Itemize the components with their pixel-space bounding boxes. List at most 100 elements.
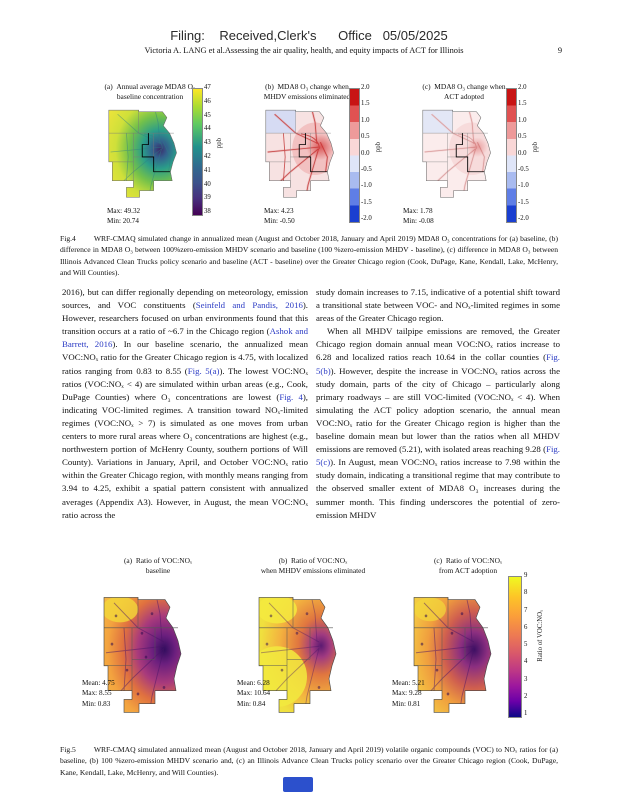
- colorbar-tick: 7: [524, 606, 528, 614]
- fig4-colorbar-bwr-b: [349, 88, 360, 223]
- body-text: ). The lowest VOC:NOₓ ratios (VOC:NOₓ < …: [62, 365, 309, 402]
- fig4-stats-b: Max: 4.23 Min: -0.50: [264, 206, 295, 227]
- colorbar-tick: 43: [204, 139, 211, 147]
- colorbar-tick: -1.0: [518, 182, 529, 190]
- body-text: When all MHDV tailpipe emissions are rem…: [316, 326, 560, 363]
- fig5-map-mhdv-eliminated: [249, 592, 349, 720]
- panel-label: (c): [433, 556, 443, 565]
- colorbar-tick: 47: [204, 84, 211, 91]
- colorbar-tick: 1.0: [518, 116, 527, 124]
- fig4-panel-b: (b) MDA8 O₃ change when MHDV emissions e…: [232, 82, 382, 230]
- fig5-panel-a: (a) Ratio of VOC:NOₓ baseline: [78, 556, 238, 736]
- stat-max: Max: 1.78: [403, 207, 433, 215]
- panel-title-line2: from ACT adoption: [438, 565, 498, 575]
- colorbar-tick: 1: [524, 710, 528, 718]
- footer-blue-stamp: [283, 777, 313, 792]
- panel-title-line2: when MHDV emissions eliminated: [260, 565, 366, 575]
- body-text: ). In our baseline scenario, the annuali…: [62, 339, 308, 376]
- fig5-caption-label: Fig.5: [60, 745, 76, 754]
- colorbar-tick: 0.0: [361, 149, 370, 157]
- citation-link[interactable]: Seinfeld and Pandis, 2016: [195, 300, 303, 311]
- fig5-colorbar-plasma: [508, 576, 522, 718]
- fig4-colorbar-ticks-c: 2.0 1.5 1.0 0.5 0.0 -0.5 -1.0 -1.5 -2.0: [518, 84, 529, 223]
- body-text: 2016), but can differ regionally dependi…: [62, 287, 308, 311]
- stat-max: Max: 49.32: [107, 207, 141, 215]
- fig4-colorbar-bwr-c: [506, 88, 517, 223]
- fig5-panel-b-title: (b) Ratio of VOC:NOₓ when MHDV emissions…: [233, 556, 393, 575]
- stat-min: Min: -0.50: [264, 217, 295, 226]
- colorbar-tick: 2: [524, 692, 528, 700]
- panel-title-line1: Ratio of VOC:NOₓ: [135, 556, 193, 565]
- colorbar-tick: 1.5: [518, 100, 527, 108]
- colorbar-tick: 6: [524, 623, 528, 631]
- panel-label: (b): [278, 556, 288, 565]
- stat-min: Min: 0.83: [82, 699, 111, 708]
- colorbar-tick: -1.5: [518, 198, 529, 206]
- colorbar-tick: 46: [204, 97, 211, 105]
- fig5-stats-b: Mean: 6.28 Max: 10.64 Min: 0.84: [237, 678, 270, 709]
- body-text: ), indicating VOC-limited regimes. A tra…: [62, 391, 308, 520]
- body-text: study domain increases to 7.15, indicati…: [316, 287, 560, 324]
- fig4-panel-c-title: (c) MDA8 O₃ change when ACT adopted: [389, 82, 539, 101]
- panel-label: (b): [265, 82, 274, 91]
- colorbar-tick: 38: [204, 208, 211, 216]
- colorbar-tick: -1.5: [361, 198, 372, 206]
- panel-title-line1: Ratio of VOC:NOₓ: [445, 556, 503, 565]
- panel-title-line1: Annual average MDA8 O₃: [116, 82, 196, 91]
- panel-title-line2: ACT adopted: [444, 91, 484, 101]
- map-voc-nox-baseline: [103, 597, 182, 713]
- colorbar-tick: -0.5: [361, 165, 372, 173]
- panel-title-line1: MDA8 O₃ change when: [277, 82, 349, 91]
- panel-label: (a): [104, 82, 113, 91]
- fig4-caption: Fig.4 WRF-CMAQ simulated change in annual…: [60, 233, 558, 279]
- fig4-caption-text: WRF-CMAQ simulated change in annualized …: [60, 234, 558, 278]
- fig5-panel-c-title: (c) Ratio of VOC:NOₓ from ACT adoption: [388, 556, 548, 575]
- panel-label: (c): [422, 82, 431, 91]
- panel-title-line1: Ratio of VOC:NOₓ: [291, 556, 348, 565]
- colorbar-tick: 9: [524, 572, 528, 579]
- colorbar-tick: 39: [204, 194, 211, 202]
- map-ozone-change-mhdv: [265, 109, 334, 198]
- figure-ref-link[interactable]: Fig. 4: [279, 391, 303, 402]
- fig4-colorbar-unit-c: ppb: [532, 142, 539, 153]
- colorbar-tick: 44: [204, 125, 211, 133]
- colorbar-tick: 3: [524, 675, 528, 683]
- colorbar-tick: 0.5: [518, 133, 527, 141]
- body-left-column: 2016), but can differ regionally dependi…: [62, 286, 308, 522]
- stat-max: Max: 4.23: [264, 207, 294, 215]
- citation-link[interactable]: Ashok and Barrett, 2016: [62, 326, 308, 350]
- stat-max: Max: 9.28: [392, 689, 422, 698]
- figure-ref-link[interactable]: Fig. 5(b): [316, 352, 560, 376]
- fig4-stats-a: Max: 49.32 Min: 20.74: [107, 206, 140, 227]
- fig5-stats-c: Mean: 5.21 Max: 9.28 Min: 0.81: [392, 678, 425, 709]
- colorbar-tick: 40: [204, 180, 211, 188]
- stat-min: Min: -0.08: [403, 217, 434, 226]
- stat-mean: Mean: 5.21: [392, 679, 425, 687]
- colorbar-tick: 45: [204, 111, 211, 119]
- fig4-map-mhdv-eliminated: [257, 106, 345, 203]
- fig5-map-act-adoption: [404, 592, 504, 720]
- fig4-colorbar-unit-b: ppb: [375, 142, 382, 153]
- panel-title-line2: baseline concentration: [116, 91, 184, 101]
- fig4-panel-c: (c) MDA8 O₃ change when ACT adopted: [389, 82, 539, 230]
- fig4-panel-a-title: (a) Annual average MDA8 O₃ baseline conc…: [75, 82, 225, 101]
- body-right-column: study domain increases to 7.15, indicati…: [316, 286, 560, 522]
- running-head-title: Victoria A. LANG et al.Assessing the air…: [144, 46, 464, 55]
- fig5-panel-a-title: (a) Ratio of VOC:NOₓ baseline: [78, 556, 238, 575]
- paragraph: 2016), but can differ regionally dependi…: [62, 286, 308, 522]
- figure-ref-link[interactable]: Fig. 5(c): [316, 444, 560, 468]
- fig4-map-act-adopted: [414, 106, 502, 203]
- fig5-caption-text: WRF-CMAQ simulated annualized mean (Augu…: [60, 745, 558, 777]
- fig5-panel-b: (b) Ratio of VOC:NOₓ when MHDV emissions…: [233, 556, 393, 736]
- fig4-panel-b-title: (b) MDA8 O₃ change when MHDV emissions e…: [232, 82, 382, 101]
- fig5-map-baseline: [94, 592, 194, 720]
- colorbar-tick: 1.5: [361, 100, 370, 108]
- fig4-colorbar-ticks-b: 2.0 1.5 1.0 0.5 0.0 -0.5 -1.0 -1.5 -2.0: [361, 84, 372, 223]
- colorbar-tick: 42: [204, 152, 211, 160]
- figure-ref-link[interactable]: Fig. 5(a): [187, 365, 220, 376]
- map-baseline-ozone: [108, 109, 177, 198]
- colorbar-tick: -2.0: [518, 215, 529, 223]
- fig4-colorbar-unit-a: ppb: [216, 138, 223, 149]
- fig4-colorbar-ticks-a: 47 46 45 44 43 42 41 40 39 38: [204, 84, 211, 216]
